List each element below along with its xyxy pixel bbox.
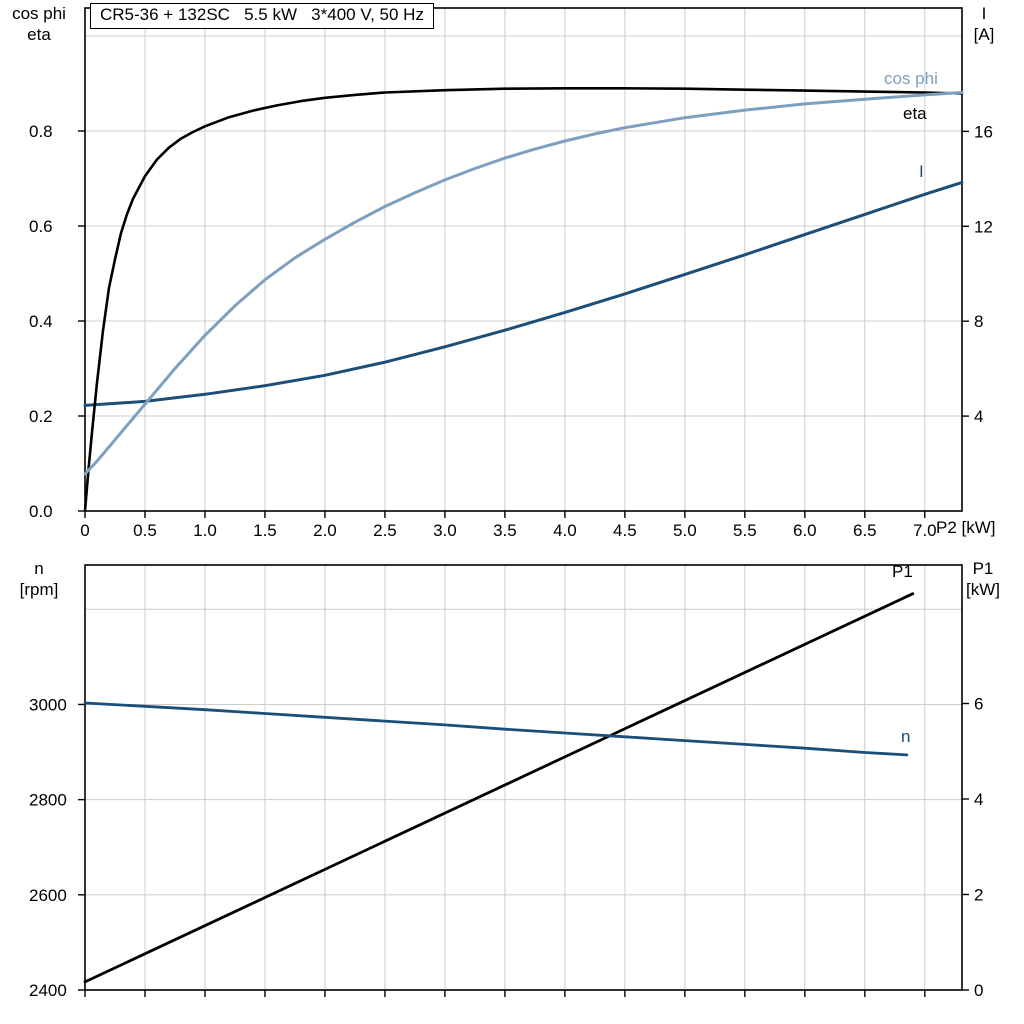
x-tick-label: 2.0 xyxy=(313,521,337,540)
tick-labels: 2400 2600 2800 3000 0 2 4 6 xyxy=(29,694,983,1000)
top-left-axis-title: cos phi eta xyxy=(0,3,78,45)
curve-current xyxy=(83,180,964,407)
x-tick-label: 5.5 xyxy=(733,521,757,540)
kw-unit-label: [kW] xyxy=(966,580,1000,599)
right-tick-label: 4 xyxy=(974,790,983,809)
left-tick-label: 2400 xyxy=(29,981,67,1000)
x-tick-label: 4.5 xyxy=(613,521,637,540)
left-tick-label: 0.4 xyxy=(29,312,53,331)
x-tick-label: 2.5 xyxy=(373,521,397,540)
cos-phi-axis-label: cos phi xyxy=(12,4,66,23)
top-right-axis-title: I [A] xyxy=(952,3,1016,45)
bottom-right-axis-title: P1 [kW] xyxy=(950,558,1016,600)
current-unit-label: [A] xyxy=(973,25,995,44)
x-tick-label: 0.5 xyxy=(133,521,157,540)
left-tick-label: 0.0 xyxy=(29,502,53,521)
right-tick-label: 6 xyxy=(974,694,983,713)
left-tick-label: 0.6 xyxy=(29,217,53,236)
left-tick-label: 2800 xyxy=(29,791,67,810)
tick-marks xyxy=(78,702,969,997)
x-tick-label: 3.5 xyxy=(493,521,517,540)
n-curve-label: n xyxy=(901,727,911,746)
x-axis-title: P2 [kW] xyxy=(936,518,996,537)
x-tick-label: 7.0 xyxy=(913,521,937,540)
right-tick-label: 0 xyxy=(974,981,983,1000)
rpm-unit-label: [rpm] xyxy=(19,580,59,599)
right-tick-label: 2 xyxy=(974,885,983,904)
x-tick-label: 6.5 xyxy=(853,521,877,540)
x-tick-label: 6.0 xyxy=(793,521,817,540)
gridlines xyxy=(85,565,962,990)
eta-axis-label: eta xyxy=(27,25,51,44)
x-tick-label: 5.0 xyxy=(673,521,697,540)
eta-curve-label: eta xyxy=(903,104,927,123)
p1-curve-label: P1 xyxy=(892,562,913,581)
curve-n xyxy=(83,701,909,757)
right-tick-label: 12 xyxy=(974,217,993,236)
x-tick-label: 4.0 xyxy=(553,521,577,540)
curve-cos-phi xyxy=(83,91,964,476)
right-tick-label: 4 xyxy=(974,407,983,426)
x-tick-label: 3.0 xyxy=(433,521,457,540)
right-tick-label: 16 xyxy=(974,122,993,141)
p1-axis-label: P1 xyxy=(972,559,994,578)
left-tick-label: 0.8 xyxy=(29,122,53,141)
curve-p1 xyxy=(83,592,915,984)
left-tick-label: 3000 xyxy=(29,695,67,714)
gridlines xyxy=(85,8,962,511)
left-tick-label: 2600 xyxy=(29,886,67,905)
plot-frame xyxy=(84,7,963,512)
left-tick-label: 0.2 xyxy=(29,407,53,426)
n-axis-label: n xyxy=(34,559,44,578)
bottom-left-axis-title: n [rpm] xyxy=(0,558,78,600)
chart-title-box: CR5-36 + 132SC 5.5 kW 3*400 V, 50 Hz xyxy=(90,3,434,29)
curve-eta xyxy=(83,87,964,513)
bottom-chart: 2400 2600 2800 3000 0 2 4 6 xyxy=(29,564,983,1000)
x-tick-label: 1.0 xyxy=(193,521,217,540)
top-chart: 0 0.5 1.0 1.5 2.0 2.5 3.0 3.5 4.0 4.5 5.0 5.5 6.0 6.5… xyxy=(29,7,993,540)
x-tick-label: 1.5 xyxy=(253,521,277,540)
plot-frame xyxy=(84,564,963,991)
tick-marks xyxy=(78,130,969,518)
tick-labels: 0 0.5 1.0 1.5 2.0 2.5 3.0 3.5 4.0 4.5 5.0 5.5 6.0 6.5… xyxy=(29,122,993,540)
x-tick-label: 0 xyxy=(80,521,89,540)
right-tick-label: 8 xyxy=(974,312,983,331)
current-curve-label: I xyxy=(919,162,924,181)
current-axis-label: I xyxy=(981,4,987,23)
cos-phi-curve-label: cos phi xyxy=(884,69,938,88)
